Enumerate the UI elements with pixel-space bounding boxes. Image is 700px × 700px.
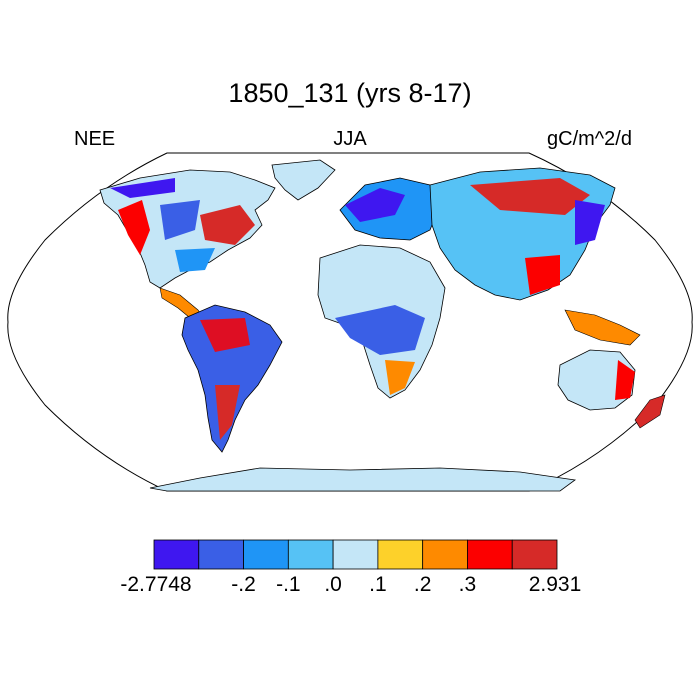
map-title: 1850_131 (yrs 8-17) <box>228 78 472 108</box>
colorbar-label-4: .1 <box>369 573 387 596</box>
season-label: JJA <box>333 128 367 150</box>
region-asia-north-red <box>470 178 590 215</box>
variable-label: NEE <box>74 128 116 150</box>
region-sa-south <box>215 385 240 440</box>
units-label: gC/m^2/d <box>547 128 632 150</box>
region-asia-south-red <box>525 255 560 295</box>
region-na-southeast <box>175 248 215 272</box>
region-asia-east-blue <box>575 200 605 245</box>
region-na-north-blue <box>110 178 175 198</box>
region-se-asia-islands <box>564 309 641 346</box>
colorbar-swatch-5 <box>377 539 424 570</box>
colorbar-swatch-0 <box>153 539 200 570</box>
colorbar-swatch-6 <box>422 539 468 570</box>
continent-antarctica <box>149 467 577 492</box>
region-sa-amazon <box>200 318 250 352</box>
colorbar-label-0: -2.7748 <box>120 573 192 596</box>
colorbar-swatch-2 <box>243 539 289 570</box>
region-na-west-red <box>118 200 150 255</box>
region-africa-south <box>385 360 415 395</box>
continent-new-zealand <box>634 394 666 429</box>
colorbar-label-2: -.1 <box>276 573 301 596</box>
colorbar-swatch-7 <box>467 539 513 570</box>
colorbar-swatch-1 <box>198 539 244 570</box>
colorbar-label-3: .0 <box>324 573 342 596</box>
colorbar-swatch-8 <box>511 539 558 570</box>
region-australia-east <box>615 360 635 400</box>
region-africa-tropics <box>335 305 425 355</box>
continent-greenland <box>271 159 336 201</box>
colorbar-label-6: .3 <box>458 573 477 596</box>
colorbar-swatch-3 <box>287 539 334 570</box>
region-na-central-blue <box>160 200 200 240</box>
colorbar-label-1: -.2 <box>231 573 256 596</box>
continent-south-america <box>181 304 283 453</box>
colorbar-swatch-4 <box>332 539 379 570</box>
region-na-east-red <box>200 205 255 245</box>
region-europe-blue <box>345 188 405 222</box>
colorbar <box>153 539 558 570</box>
colorbar-label-5: .2 <box>413 573 432 596</box>
colorbar-label-7: 2.931 <box>528 573 582 596</box>
